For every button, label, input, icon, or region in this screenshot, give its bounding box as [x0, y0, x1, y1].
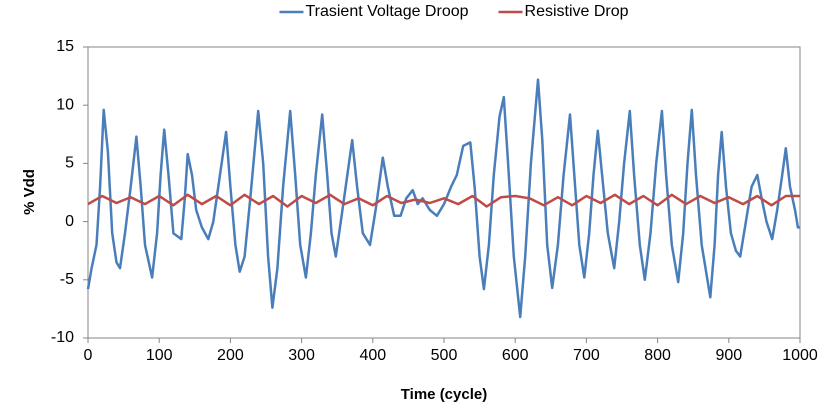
- y-tick-label: -10: [51, 329, 74, 346]
- x-tick-label: 200: [217, 347, 244, 364]
- line-series: [86, 78, 800, 319]
- x-tick-label: 800: [644, 347, 671, 364]
- x-axis-title: Time (cycle): [401, 386, 487, 403]
- x-tick-label: 600: [502, 347, 529, 364]
- x-tick-label: 300: [288, 347, 315, 364]
- x-tick-label: 1000: [782, 347, 818, 364]
- legend-label: Trasient Voltage Droop: [305, 3, 468, 20]
- x-tick-label: 100: [146, 347, 173, 364]
- y-tick-label: 0: [65, 213, 74, 230]
- line-series: [87, 193, 800, 208]
- y-axis-title: % Vdd: [21, 169, 38, 215]
- y-tick-label: 10: [56, 96, 74, 113]
- x-tick-label: 900: [715, 347, 742, 364]
- x-tick-label: 500: [431, 347, 458, 364]
- x-tick-label: 0: [84, 347, 93, 364]
- x-tick-label: 400: [359, 347, 386, 364]
- y-tick-label: 15: [56, 38, 74, 55]
- legend-label: Resistive Drop: [525, 3, 629, 20]
- x-tick-label: 700: [573, 347, 600, 364]
- y-tick-label: 5: [65, 155, 74, 172]
- y-tick-label: -5: [60, 271, 74, 288]
